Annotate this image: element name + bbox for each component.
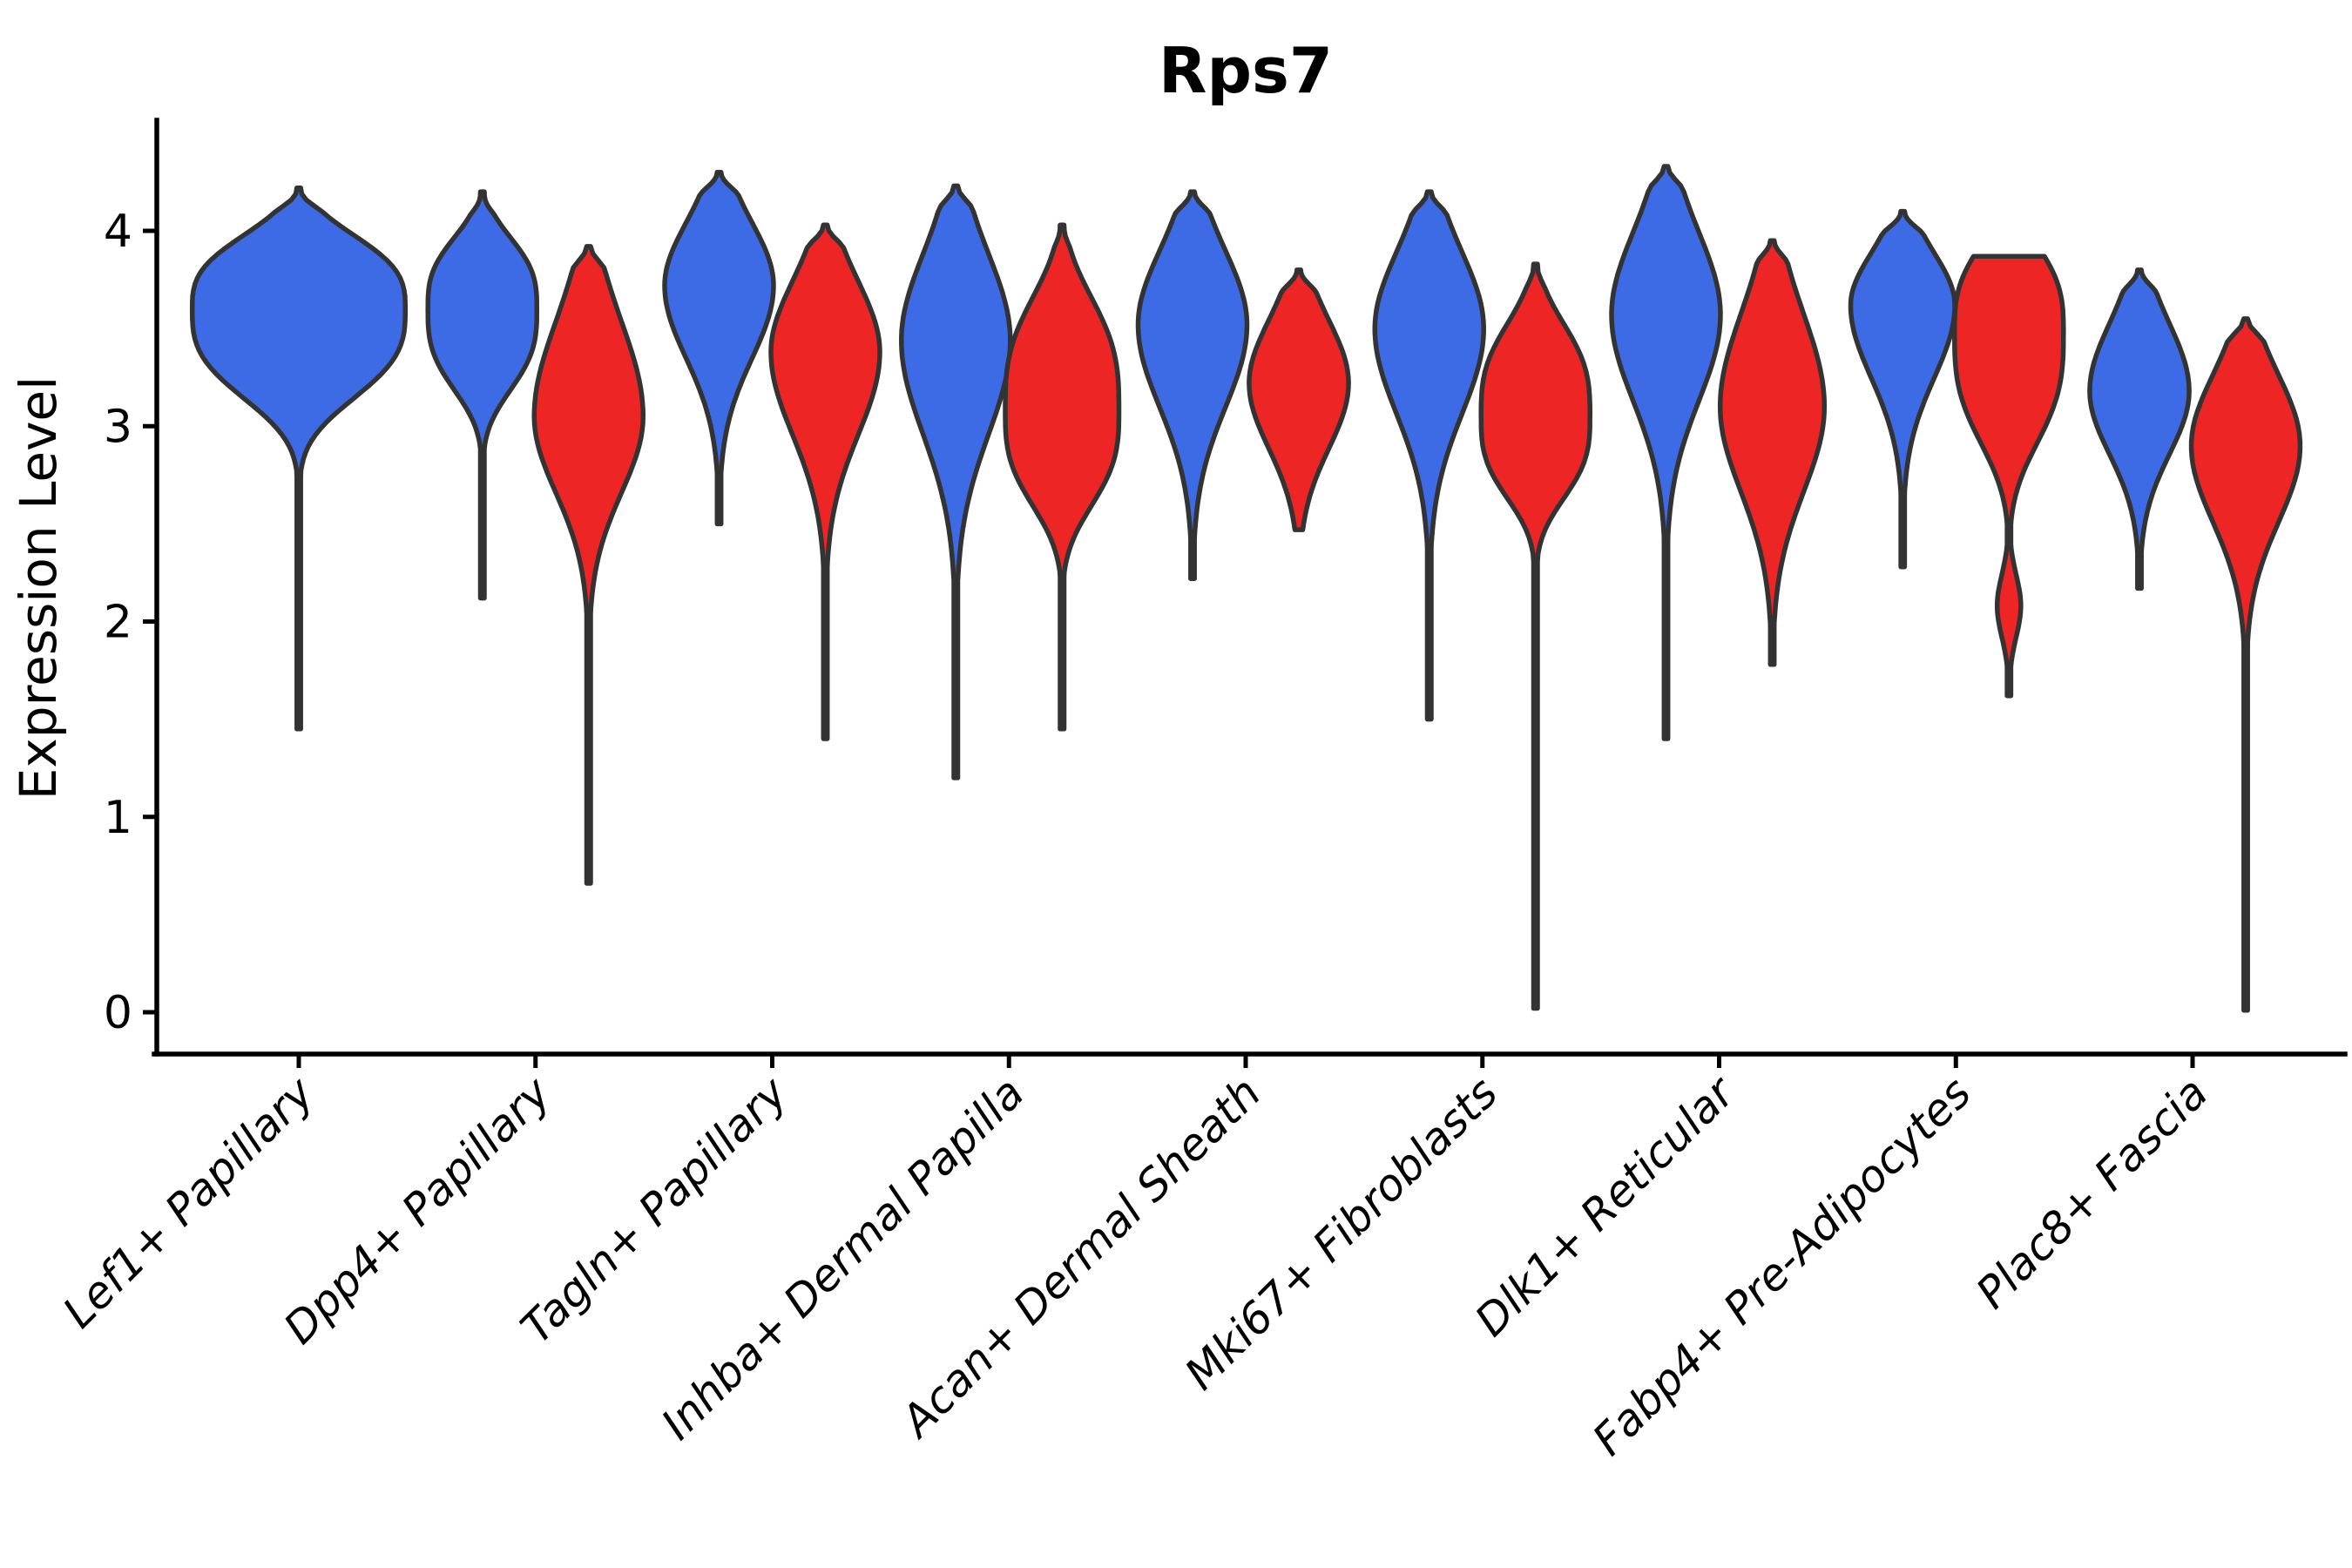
violin-red-6 <box>1717 238 1828 667</box>
y-tick-label: 3 <box>104 401 132 453</box>
violin-blue-6 <box>1609 164 1723 741</box>
y-tick-label: 0 <box>104 987 132 1039</box>
violin-blue-0 <box>189 185 409 732</box>
violins-layer <box>189 164 2303 1013</box>
axes-layer <box>152 118 2348 1057</box>
chart-title: Rps7 <box>1159 34 1333 107</box>
y-axis-ticks: 0 1 2 3 4 <box>104 206 157 1039</box>
y-tick-label: 4 <box>104 206 132 258</box>
violin-red-8 <box>2188 316 2303 1013</box>
violin-blue-8 <box>2087 267 2192 591</box>
violin-red-5 <box>1478 261 1593 1011</box>
violin-red-1 <box>531 244 646 886</box>
y-tick-label: 2 <box>104 597 132 649</box>
violin-blue-4 <box>1135 189 1250 581</box>
violin-red-4 <box>1247 267 1351 532</box>
y-tick-label: 1 <box>104 792 132 844</box>
violin-blue-1 <box>425 189 540 601</box>
violin-red-7 <box>1951 253 2066 699</box>
violin-blue-5 <box>1372 189 1486 722</box>
y-axis-label: Expression Level <box>9 376 68 800</box>
violin-red-3 <box>1003 222 1122 732</box>
violin-blue-2 <box>662 169 776 527</box>
violin-red-2 <box>768 222 882 741</box>
